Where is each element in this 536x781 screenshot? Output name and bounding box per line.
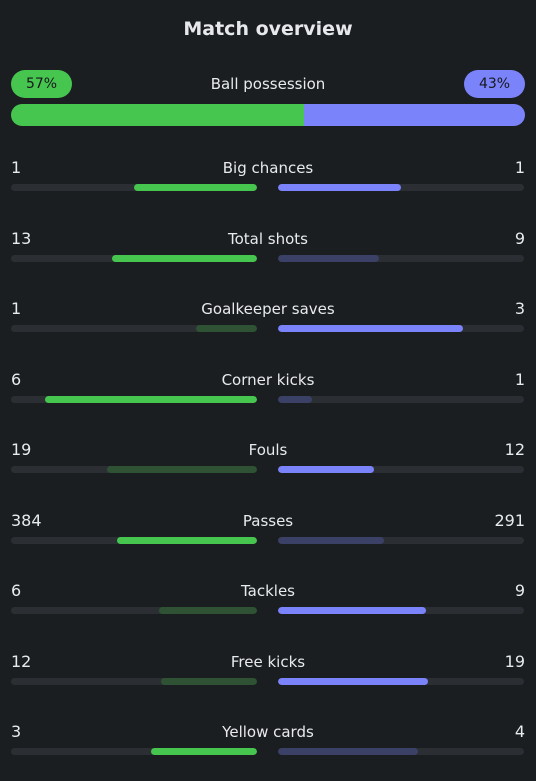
away-stat-bar (278, 396, 313, 403)
home-stat-bar (111, 255, 257, 262)
home-stat-bar (134, 184, 257, 191)
home-stat-bar (151, 748, 257, 755)
home-stat-track (11, 184, 257, 191)
away-stat-track (278, 748, 524, 755)
stat-row: 12 Free kicks 19 (11, 652, 525, 696)
home-stat-value: 1 (11, 158, 22, 177)
home-stat-track (11, 396, 257, 403)
home-stat-bar (106, 466, 257, 473)
home-stat-track (11, 466, 257, 473)
home-stat-bar (158, 607, 257, 614)
away-stat-bar (278, 255, 379, 262)
away-stat-bar (278, 678, 429, 685)
away-stat-value: 12 (504, 440, 525, 459)
away-stat-track (278, 466, 524, 473)
away-stat-bar (278, 748, 419, 755)
away-stat-value: 9 (514, 229, 525, 248)
page-title: Match overview (183, 18, 353, 40)
away-possession-segment (303, 104, 525, 126)
stat-name: Total shots (228, 230, 308, 248)
home-stat-track (11, 678, 257, 685)
home-stat-value: 13 (11, 229, 32, 248)
away-stat-track (278, 184, 524, 191)
stat-row: 19 Fouls 12 (11, 440, 525, 484)
home-stat-bar (45, 396, 257, 403)
stat-row: 1 Big chances 1 (11, 158, 525, 202)
away-stat-bar (278, 325, 463, 332)
possession-bar (11, 104, 525, 126)
away-stat-track (278, 537, 524, 544)
home-stat-track (11, 255, 257, 262)
stat-name: Big chances (222, 159, 314, 177)
away-stat-bar (278, 466, 374, 473)
home-stat-bar (161, 678, 257, 685)
home-stat-value: 384 (11, 511, 42, 530)
stat-row: 384 Passes 291 (11, 511, 525, 555)
stat-row: 6 Corner kicks 1 (11, 370, 525, 414)
home-stat-track (11, 537, 257, 544)
away-stat-bar (278, 184, 401, 191)
stat-name: Free kicks (230, 653, 306, 671)
away-stat-track (278, 325, 524, 332)
home-stat-value: 1 (11, 299, 22, 318)
away-stat-value: 3 (514, 299, 525, 318)
stat-row: 3 Yellow cards 4 (11, 722, 525, 766)
home-stat-track (11, 748, 257, 755)
away-stat-track (278, 607, 524, 614)
stat-row: 1 Goalkeeper saves 3 (11, 299, 525, 343)
possession-header: 57% Ball possession 43% (11, 70, 525, 98)
stat-name: Fouls (248, 441, 288, 459)
away-stat-value: 9 (514, 581, 525, 600)
home-stat-value: 19 (11, 440, 32, 459)
away-stat-value: 291 (494, 511, 525, 530)
away-stat-bar (278, 607, 426, 614)
home-stat-track (11, 325, 257, 332)
home-stat-bar (195, 325, 257, 332)
home-stat-bar (116, 537, 257, 544)
away-stat-bar (278, 537, 384, 544)
away-stat-value: 1 (514, 158, 525, 177)
away-stat-track (278, 396, 524, 403)
away-stat-track (278, 678, 524, 685)
stat-name: Passes (242, 512, 294, 530)
stat-row: 6 Tackles 9 (11, 581, 525, 625)
away-stat-value: 1 (514, 370, 525, 389)
home-stat-value: 12 (11, 652, 32, 671)
stat-name: Tackles (240, 582, 296, 600)
home-stat-value: 6 (11, 370, 22, 389)
possession-label: Ball possession (210, 75, 326, 93)
away-stat-value: 4 (514, 722, 525, 741)
stat-name: Yellow cards (222, 723, 314, 741)
home-stat-value: 3 (11, 722, 22, 741)
away-stat-value: 19 (504, 652, 525, 671)
home-stat-track (11, 607, 257, 614)
away-possession-badge: 43% (464, 70, 525, 98)
home-possession-badge: 57% (11, 70, 72, 98)
away-stat-track (278, 255, 524, 262)
stat-name: Corner kicks (221, 371, 315, 389)
stat-name: Goalkeeper saves (201, 300, 335, 318)
home-stat-value: 6 (11, 581, 22, 600)
home-possession-segment (11, 104, 304, 126)
stat-row: 13 Total shots 9 (11, 229, 525, 273)
